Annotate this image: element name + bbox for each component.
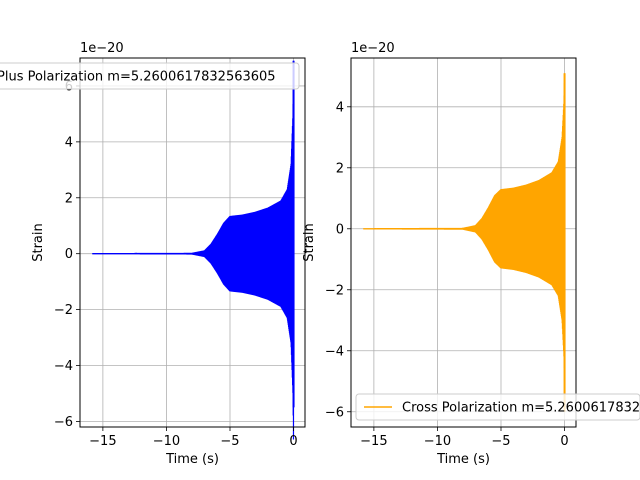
cross-y-tick-label: −6 <box>325 405 344 420</box>
cross-y-tick-label: −4 <box>325 344 344 359</box>
cross-x-tick-label: −5 <box>491 434 510 449</box>
cross-x-axis-label: Time (s) <box>436 452 490 467</box>
plus-strain-line <box>92 60 295 440</box>
plus-y-axis-label: Strain <box>31 223 46 262</box>
cross-offset-label: 1e−20 <box>351 41 395 56</box>
cross-series <box>363 73 566 412</box>
cross-x-tick-label: −15 <box>360 434 387 449</box>
plus-x-tick-label: −10 <box>153 434 180 449</box>
cross-strain-line <box>363 73 566 381</box>
plus-ticks: −15−10−50−6−4−20246 <box>54 79 298 449</box>
cross-x-tick-label: −10 <box>424 434 451 449</box>
cross-ticks: −15 −10 −5 0 −6 −4 −2 0 2 4 <box>325 100 569 449</box>
cross-legend-box <box>355 393 640 421</box>
cross-y-tick-label: −2 <box>325 283 344 298</box>
plus-axes-frame <box>79 57 306 428</box>
cross-legend-label: Cross Polarization m=5.2600617832563605 <box>402 401 640 416</box>
plus-x-tick-label: 0 <box>289 434 297 449</box>
cross-y-tick-label: 4 <box>336 100 344 115</box>
plus-y-tick-label: −2 <box>54 303 73 318</box>
cross-polarization-axes: −15 −10 −5 0 −6 −4 −2 0 2 4 Time (s) Strain 1e−20… <box>302 41 640 467</box>
plus-polarization-axes: −15−10−50−6−4−20246 Time (s) Strain 1e−2… <box>0 41 306 467</box>
plus-offset-label: 1e−20 <box>80 41 124 56</box>
plus-y-tick-label: 2 <box>65 191 73 206</box>
cross-y-tick-label: 0 <box>336 222 344 237</box>
plus-y-tick-label: 4 <box>65 135 73 150</box>
cross-axes-frame <box>350 57 577 428</box>
cross-x-tick-label: 0 <box>560 434 568 449</box>
plus-series <box>92 60 295 440</box>
plus-x-tick-label: −15 <box>89 434 116 449</box>
plus-legend-label: Plus Polarization m=5.2600617832563605 <box>0 70 276 85</box>
plus-y-tick-label: −6 <box>54 415 73 430</box>
plus-legend: Plus Polarization m=5.2600617832563605 <box>0 62 300 90</box>
cross-y-axis-label: Strain <box>302 223 317 262</box>
plus-legend-box <box>0 62 300 90</box>
cross-legend: Cross Polarization m=5.2600617832563605 <box>355 393 640 421</box>
plus-x-axis-label: Time (s) <box>165 452 219 467</box>
plus-y-tick-label: −4 <box>54 359 73 374</box>
cross-y-tick-label: 2 <box>336 161 344 176</box>
plus-y-tick-label: 0 <box>65 247 73 262</box>
plus-x-tick-label: −5 <box>220 434 239 449</box>
